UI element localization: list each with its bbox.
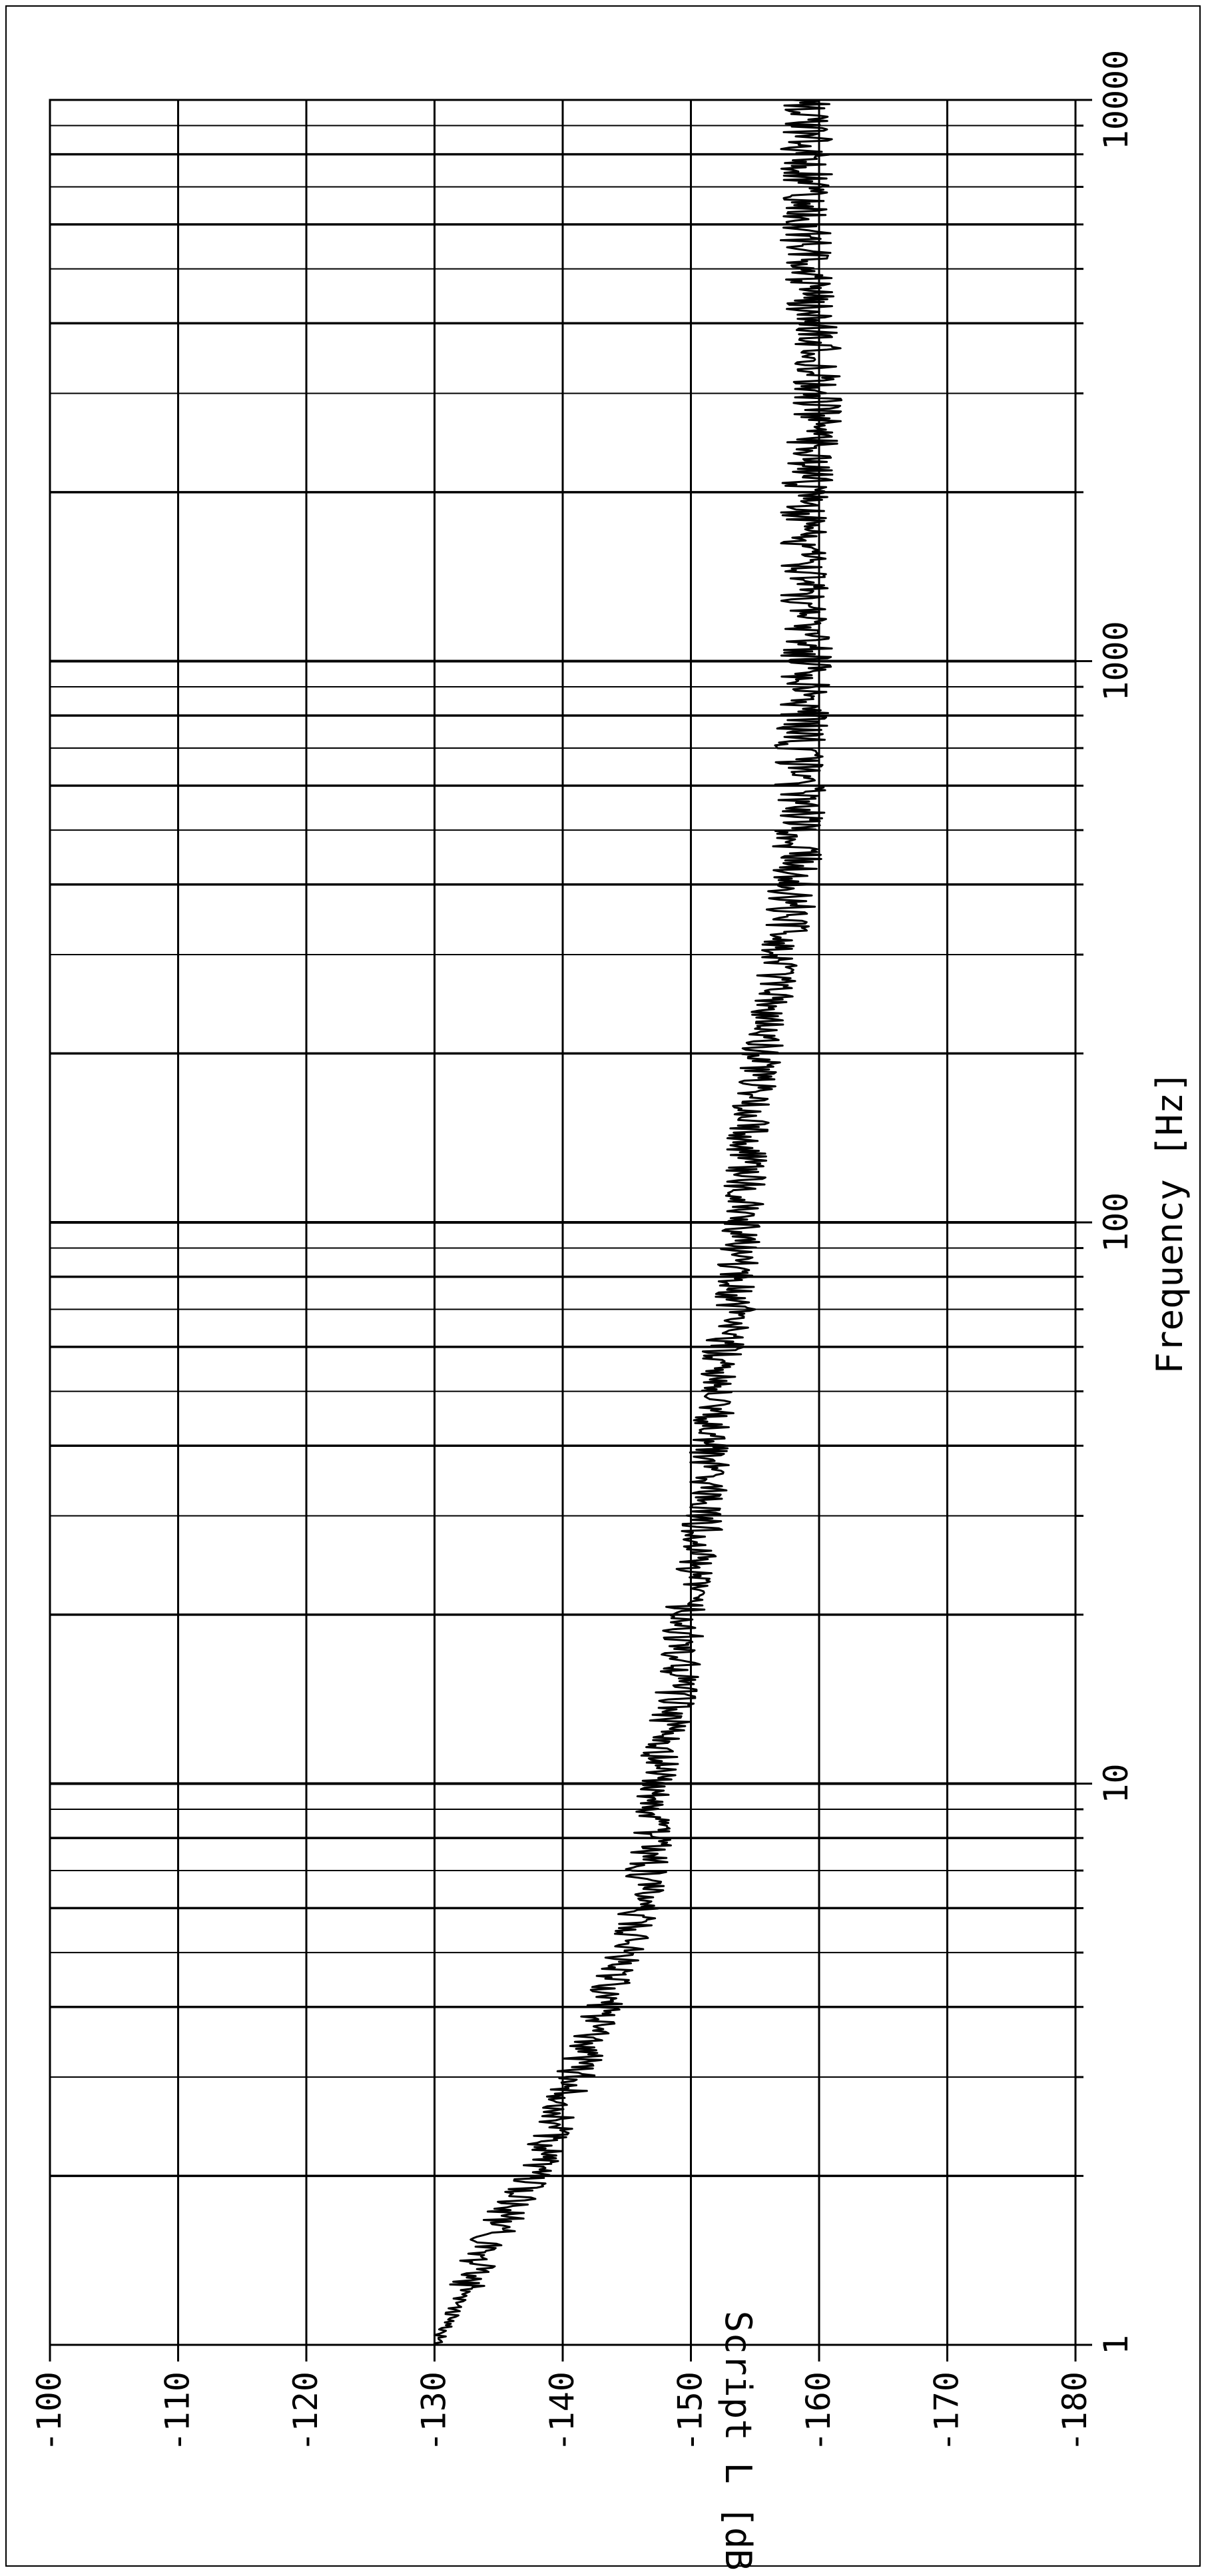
y-tick-label: -150 <box>671 2371 710 2451</box>
x-axis-label: Frequency [Hz] <box>1149 1071 1191 1374</box>
x-tick-label: 1 <box>1097 2335 1135 2355</box>
x-tick-label: 100 <box>1097 1192 1135 1252</box>
figure-frame <box>5 5 1201 2567</box>
grid-lines <box>50 100 1075 2345</box>
x-tick-label: 10000 <box>1097 50 1135 151</box>
series-line <box>433 99 843 2346</box>
y-tick-label: -130 <box>415 2371 453 2451</box>
y-tick-label: -100 <box>30 2371 69 2451</box>
y-tick-label: -160 <box>799 2371 838 2451</box>
y-tick-label: -140 <box>543 2371 581 2451</box>
y-tick-label: -120 <box>286 2371 325 2451</box>
x-tick-label: 1000 <box>1097 621 1135 701</box>
axis-ticks <box>49 99 1092 2361</box>
y-tick-label: -170 <box>928 2371 966 2451</box>
x-tick-label: 10 <box>1097 1763 1135 1803</box>
y-tick-label: -180 <box>1055 2371 1094 2451</box>
y-tick-label: -110 <box>158 2371 197 2451</box>
y-axis-label: Script L [dB] <box>717 2311 759 2573</box>
